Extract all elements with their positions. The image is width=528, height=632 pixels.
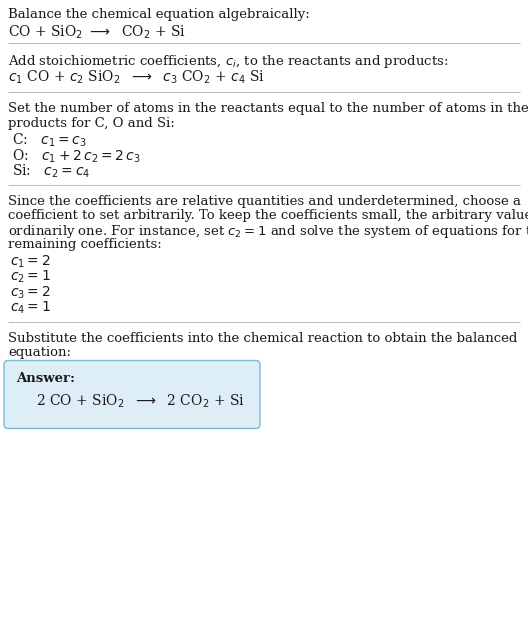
Text: O:   $c_1 + 2\,c_2 = 2\,c_3$: O: $c_1 + 2\,c_2 = 2\,c_3$ <box>12 147 141 165</box>
Text: C:   $c_1 = c_3$: C: $c_1 = c_3$ <box>12 132 87 149</box>
Text: 2 CO + SiO$_2$  $\longrightarrow$  2 CO$_2$ + Si: 2 CO + SiO$_2$ $\longrightarrow$ 2 CO$_2… <box>36 392 245 410</box>
Text: Balance the chemical equation algebraically:: Balance the chemical equation algebraica… <box>8 8 310 21</box>
Text: products for C, O and Si:: products for C, O and Si: <box>8 116 175 130</box>
Text: $c_4 = 1$: $c_4 = 1$ <box>10 300 51 317</box>
Text: remaining coefficients:: remaining coefficients: <box>8 238 162 251</box>
Text: Since the coefficients are relative quantities and underdetermined, choose a: Since the coefficients are relative quan… <box>8 195 521 207</box>
Text: $c_1 = 2$: $c_1 = 2$ <box>10 253 51 270</box>
Text: $c_1$ CO + $c_2$ SiO$_2$  $\longrightarrow$  $c_3$ CO$_2$ + $c_4$ Si: $c_1$ CO + $c_2$ SiO$_2$ $\longrightarro… <box>8 68 265 86</box>
Text: Si:   $c_2 = c_4$: Si: $c_2 = c_4$ <box>12 163 90 180</box>
Text: ordinarily one. For instance, set $c_2 = 1$ and solve the system of equations fo: ordinarily one. For instance, set $c_2 =… <box>8 224 528 241</box>
Text: CO + SiO$_2$ $\longrightarrow$  CO$_2$ + Si: CO + SiO$_2$ $\longrightarrow$ CO$_2$ + … <box>8 23 186 41</box>
Text: Add stoichiometric coefficients, $c_i$, to the reactants and products:: Add stoichiometric coefficients, $c_i$, … <box>8 53 448 70</box>
Text: $c_3 = 2$: $c_3 = 2$ <box>10 284 51 301</box>
Text: equation:: equation: <box>8 346 71 359</box>
Text: Substitute the coefficients into the chemical reaction to obtain the balanced: Substitute the coefficients into the che… <box>8 332 517 344</box>
Text: Set the number of atoms in the reactants equal to the number of atoms in the: Set the number of atoms in the reactants… <box>8 102 528 115</box>
Text: coefficient to set arbitrarily. To keep the coefficients small, the arbitrary va: coefficient to set arbitrarily. To keep … <box>8 209 528 222</box>
Text: $c_2 = 1$: $c_2 = 1$ <box>10 269 51 286</box>
Text: Answer:: Answer: <box>16 372 75 384</box>
FancyBboxPatch shape <box>4 360 260 428</box>
